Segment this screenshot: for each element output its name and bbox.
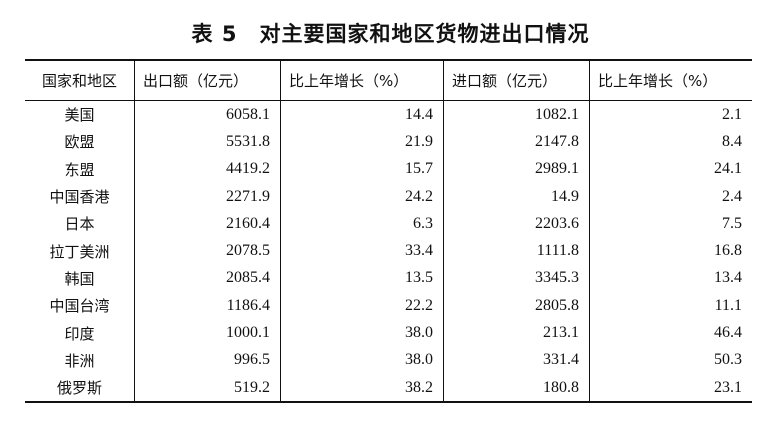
table-row: 东盟 4419.2 15.7 2989.1 24.1 xyxy=(25,155,752,183)
table-row: 中国香港 2271.9 24.2 14.9 2.4 xyxy=(25,182,752,211)
column-header: 出口额（亿元） xyxy=(134,60,281,101)
value-cell: 23.1 xyxy=(589,373,752,403)
table-row: 印度 1000.1 38.0 213.1 46.4 xyxy=(25,319,752,347)
value-cell: 213.1 xyxy=(443,319,590,347)
value-cell: 16.8 xyxy=(589,237,752,265)
value-cell: 13.5 xyxy=(279,264,444,293)
value-cell: 33.4 xyxy=(279,237,444,265)
column-header: 比上年增长（%） xyxy=(589,60,752,101)
region-cell: 印度 xyxy=(64,324,95,343)
value-cell: 6058.1 xyxy=(134,100,281,129)
value-cell: 180.8 xyxy=(443,373,590,403)
table-body: 美国 6058.1 14.4 1082.1 2.1 欧盟 5531.8 21.9 2147.8 8… xyxy=(25,100,752,403)
table-title: 表 5 对主要国家和地区货物进出口情况 xyxy=(191,22,590,46)
column-header: 国家和地区 xyxy=(25,60,135,101)
value-cell: 1186.4 xyxy=(134,292,281,320)
region-cell: 日本 xyxy=(64,215,95,234)
value-cell: 15.7 xyxy=(279,155,444,183)
table-row: 中国台湾 1186.4 22.2 2805.8 11.1 xyxy=(25,292,752,320)
value-cell: 1000.1 xyxy=(134,319,281,347)
value-cell: 519.2 xyxy=(134,373,281,403)
region-cell: 非洲 xyxy=(64,351,95,370)
value-cell: 22.2 xyxy=(279,292,444,320)
value-cell: 2078.5 xyxy=(134,237,281,265)
value-cell: 6.3 xyxy=(279,210,444,238)
region-cell: 美国 xyxy=(64,106,95,125)
value-cell: 8.4 xyxy=(589,128,752,156)
column-header: 比上年增长（%） xyxy=(279,60,444,101)
value-cell: 2.4 xyxy=(589,182,752,211)
value-cell: 24.2 xyxy=(279,182,444,211)
value-cell: 5531.8 xyxy=(134,128,281,156)
value-cell: 50.3 xyxy=(589,346,752,374)
value-cell: 14.4 xyxy=(279,100,444,129)
table-row: 拉丁美洲 2078.5 33.4 1111.8 16.8 xyxy=(25,237,752,265)
data-table: 国家和地区 出口额（亿元） 比上年增长（%） 进口额（亿元） 比上年增长（%） 美国 60… xyxy=(25,59,752,404)
region-cell: 欧盟 xyxy=(64,133,95,152)
table-row: 美国 6058.1 14.4 1082.1 2.1 xyxy=(25,100,752,129)
value-cell: 2805.8 xyxy=(443,292,590,320)
value-cell: 2147.8 xyxy=(443,128,590,156)
table-row: 日本 2160.4 6.3 2203.6 7.5 xyxy=(25,210,752,238)
table-row: 欧盟 5531.8 21.9 2147.8 8.4 xyxy=(25,128,752,156)
value-cell: 2.1 xyxy=(589,100,752,129)
value-cell: 38.2 xyxy=(279,373,444,403)
value-cell: 38.0 xyxy=(279,319,444,347)
value-cell: 14.9 xyxy=(443,182,590,211)
value-cell: 1082.1 xyxy=(443,100,590,129)
region-cell: 拉丁美洲 xyxy=(49,242,110,261)
region-cell: 俄罗斯 xyxy=(56,379,102,398)
column-header: 进口额（亿元） xyxy=(443,60,590,101)
region-cell: 韩国 xyxy=(64,269,95,288)
value-cell: 996.5 xyxy=(134,346,281,374)
value-cell: 2203.6 xyxy=(443,210,590,238)
value-cell: 21.9 xyxy=(279,128,444,156)
table-row: 非洲 996.5 38.0 331.4 50.3 xyxy=(25,346,752,374)
header-row: 国家和地区 出口额（亿元） 比上年增长（%） 进口额（亿元） 比上年增长（%） xyxy=(25,60,752,101)
table-row: 韩国 2085.4 13.5 3345.3 13.4 xyxy=(25,264,752,293)
value-cell: 2989.1 xyxy=(443,155,590,183)
value-cell: 2085.4 xyxy=(134,264,281,293)
value-cell: 2271.9 xyxy=(134,182,281,211)
table-row: 俄罗斯 519.2 38.2 180.8 23.1 xyxy=(25,373,752,403)
value-cell: 2160.4 xyxy=(134,210,281,238)
region-cell: 东盟 xyxy=(64,160,95,179)
value-cell: 3345.3 xyxy=(443,264,590,293)
region-cell: 中国台湾 xyxy=(49,297,110,316)
value-cell: 7.5 xyxy=(589,210,752,238)
value-cell: 11.1 xyxy=(589,292,752,320)
value-cell: 1111.8 xyxy=(443,237,590,265)
value-cell: 46.4 xyxy=(589,319,752,347)
value-cell: 13.4 xyxy=(589,264,752,293)
value-cell: 38.0 xyxy=(279,346,444,374)
region-cell: 中国香港 xyxy=(49,188,110,207)
value-cell: 331.4 xyxy=(443,346,590,374)
value-cell: 4419.2 xyxy=(134,155,281,183)
value-cell: 24.1 xyxy=(589,155,752,183)
